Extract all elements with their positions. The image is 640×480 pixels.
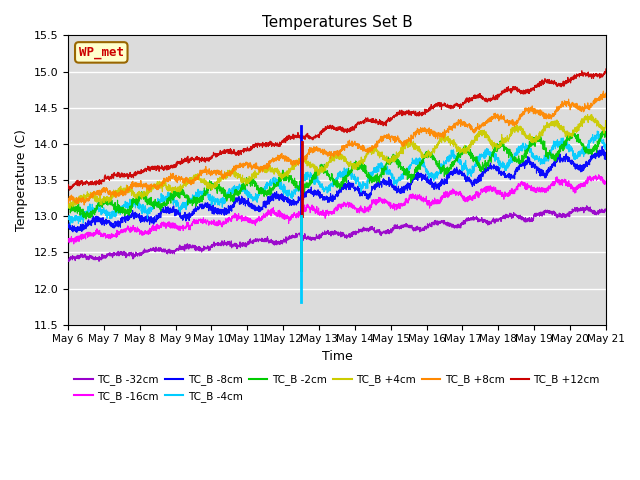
Text: WP_met: WP_met	[79, 46, 124, 59]
Y-axis label: Temperature (C): Temperature (C)	[15, 129, 28, 231]
X-axis label: Time: Time	[321, 350, 353, 363]
Legend: TC_B -32cm, TC_B -16cm, TC_B -8cm, TC_B -4cm, TC_B -2cm, TC_B +4cm, TC_B +8cm, T: TC_B -32cm, TC_B -16cm, TC_B -8cm, TC_B …	[70, 371, 604, 406]
Title: Temperatures Set B: Temperatures Set B	[262, 15, 412, 30]
